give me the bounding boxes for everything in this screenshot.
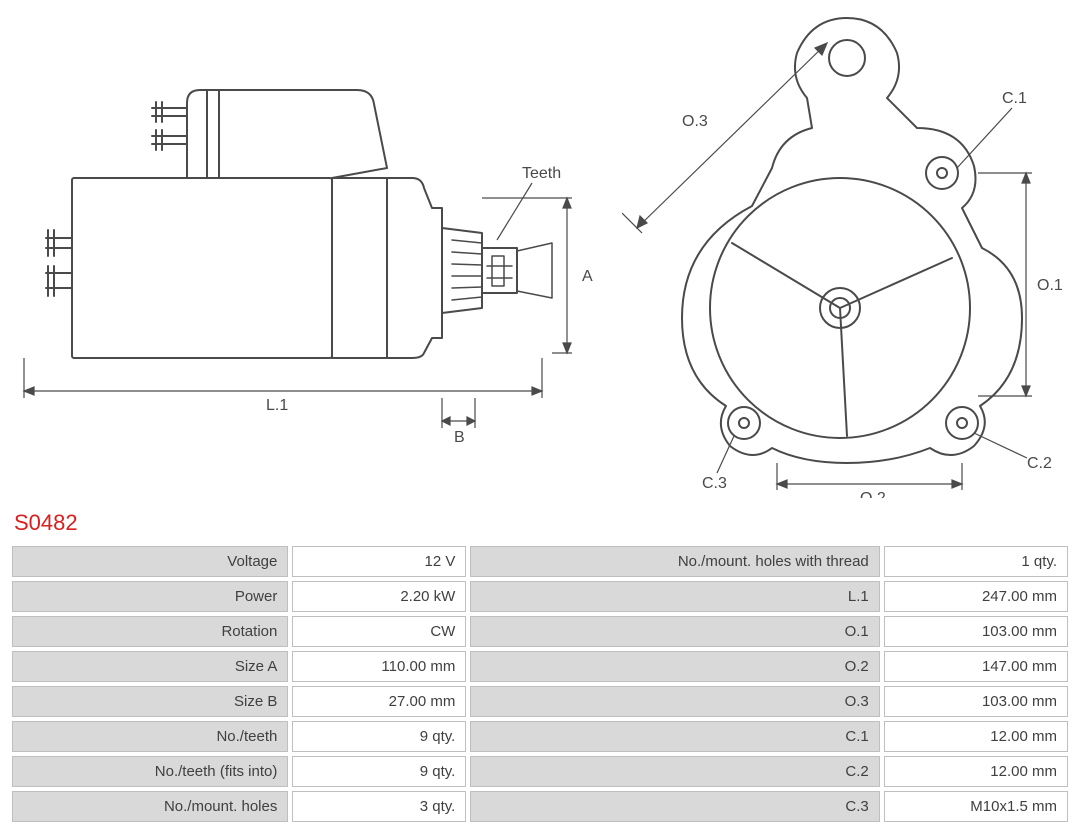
label-L1: L.1 <box>266 397 288 414</box>
spec-label: C.2 <box>470 756 879 787</box>
spec-value: 103.00 mm <box>884 686 1068 717</box>
diagram-side-view: Teeth A L.1 B <box>12 8 602 448</box>
spec-label: No./teeth (fits into) <box>12 756 288 787</box>
part-number: S0482 <box>8 508 1072 542</box>
spec-value: 147.00 mm <box>884 651 1068 682</box>
spec-value: 3 qty. <box>292 791 466 822</box>
label-O2: O.2 <box>860 490 886 498</box>
label-A: A <box>582 268 593 285</box>
spec-value: 110.00 mm <box>292 651 466 682</box>
spec-label: Size A <box>12 651 288 682</box>
spec-label: O.2 <box>470 651 879 682</box>
label-C1: C.1 <box>1002 90 1027 107</box>
spec-label: Voltage <box>12 546 288 577</box>
table-row: RotationCWO.1103.00 mm <box>12 616 1068 647</box>
table-row: Power2.20 kWL.1247.00 mm <box>12 581 1068 612</box>
table-row: No./teeth (fits into)9 qty.C.212.00 mm <box>12 756 1068 787</box>
label-C3: C.3 <box>702 475 727 492</box>
spec-value: M10x1.5 mm <box>884 791 1068 822</box>
spec-value: 247.00 mm <box>884 581 1068 612</box>
spec-label: Size B <box>12 686 288 717</box>
spec-label: O.1 <box>470 616 879 647</box>
spec-value: 9 qty. <box>292 756 466 787</box>
spec-value: 9 qty. <box>292 721 466 752</box>
spec-label: Power <box>12 581 288 612</box>
spec-value: 2.20 kW <box>292 581 466 612</box>
spec-label: O.3 <box>470 686 879 717</box>
spec-value: 12.00 mm <box>884 756 1068 787</box>
spec-label: C.3 <box>470 791 879 822</box>
spec-label: No./teeth <box>12 721 288 752</box>
spec-value: CW <box>292 616 466 647</box>
spec-label: No./mount. holes <box>12 791 288 822</box>
diagram-front-view: O.3 O.1 O.2 C.1 C.2 C.3 <box>622 8 1062 498</box>
spec-table-body: Voltage12 VNo./mount. holes with thread1… <box>12 546 1068 822</box>
spec-value: 12.00 mm <box>884 721 1068 752</box>
diagram-row: Teeth A L.1 B <box>8 8 1072 508</box>
table-row: No./mount. holes3 qty.C.3M10x1.5 mm <box>12 791 1068 822</box>
spec-value: 12 V <box>292 546 466 577</box>
spec-label: No./mount. holes with thread <box>470 546 879 577</box>
spec-label: Rotation <box>12 616 288 647</box>
label-teeth: Teeth <box>522 165 561 182</box>
spec-label: C.1 <box>470 721 879 752</box>
spec-label: L.1 <box>470 581 879 612</box>
table-row: No./teeth9 qty.C.112.00 mm <box>12 721 1068 752</box>
table-row: Voltage12 VNo./mount. holes with thread1… <box>12 546 1068 577</box>
label-O1: O.1 <box>1037 277 1062 294</box>
table-row: Size A110.00 mmO.2147.00 mm <box>12 651 1068 682</box>
spec-value: 1 qty. <box>884 546 1068 577</box>
spec-value: 103.00 mm <box>884 616 1068 647</box>
label-C2: C.2 <box>1027 455 1052 472</box>
label-O3: O.3 <box>682 113 708 130</box>
spec-value: 27.00 mm <box>292 686 466 717</box>
table-row: Size B27.00 mmO.3103.00 mm <box>12 686 1068 717</box>
label-B: B <box>454 429 465 446</box>
spec-table: Voltage12 VNo./mount. holes with thread1… <box>8 542 1072 826</box>
